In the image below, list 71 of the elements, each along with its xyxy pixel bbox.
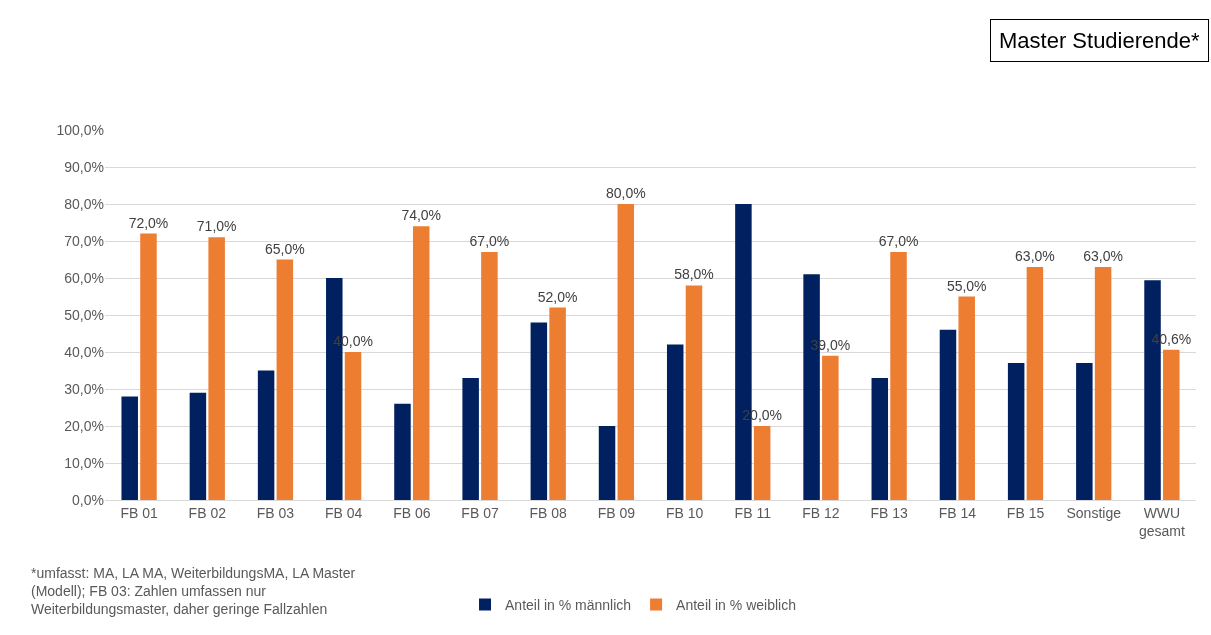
legend-label: Anteil in % weiblich: [676, 596, 796, 613]
bar: [1163, 349, 1180, 500]
y-tick-label: 70,0%: [64, 232, 104, 249]
bar: [412, 226, 430, 500]
bar: [685, 285, 703, 500]
y-tick-label: 0,0%: [72, 491, 104, 508]
y-tick-label: 80,0%: [64, 195, 104, 212]
bar: [939, 329, 957, 500]
x-tick-label: WWU gesamt: [1138, 504, 1185, 539]
data-label: 63,0%: [1083, 247, 1123, 264]
x-tick-label: FB 13: [870, 504, 909, 521]
chart-title: Master Studierende*: [999, 28, 1200, 53]
data-label: 55,0%: [946, 277, 987, 294]
data-label: 71,0%: [196, 218, 237, 235]
x-tick-label: FB 12: [802, 504, 840, 521]
y-tick-label: 60,0%: [64, 269, 104, 286]
bar: [1094, 266, 1112, 500]
data-label: 74,0%: [401, 207, 442, 224]
data-label: 58,0%: [674, 266, 714, 283]
bar: [822, 355, 839, 500]
bar: [394, 403, 411, 500]
data-label: 67,0%: [878, 233, 919, 250]
bar: [1007, 363, 1025, 500]
data-label: 67,0%: [469, 233, 510, 250]
x-tick-label: FB 11: [734, 504, 772, 521]
data-label: 65,0%: [264, 240, 305, 257]
bar: [666, 344, 684, 500]
bar: [462, 377, 479, 500]
x-tick-label: FB 07: [461, 504, 499, 521]
bar: [481, 252, 498, 500]
bar: [1076, 363, 1093, 500]
bar: [276, 259, 294, 500]
bar: [1026, 266, 1044, 500]
y-tick-label: 100,0%: [56, 121, 104, 138]
bar: [549, 307, 566, 500]
text: *umfasst: MA, LA MA, WeiterbildungsMA, LA Master (Modell); FB 03: Zahlen umfassen nur Weiterbildungsmaster, daher geringe Fallzahlen: [31, 565, 356, 618]
x-tick-label: FB 03: [256, 504, 295, 521]
x-tick-label: FB 14: [938, 504, 977, 521]
x-tick-label: FB 10: [665, 504, 704, 521]
bar: [257, 370, 275, 500]
x-tick-label: Sonstige: [1066, 504, 1122, 521]
data-label: 72,0%: [128, 214, 169, 231]
y-tick-label: 10,0%: [64, 454, 104, 471]
data-label: 63,0%: [1015, 247, 1055, 264]
x-tick-label: FB 02: [188, 504, 227, 521]
y-tick-label: 40,0%: [64, 343, 104, 360]
x-tick-label: FB 09: [597, 504, 636, 521]
bar: [598, 426, 616, 500]
bar: [890, 252, 907, 500]
bar: [753, 426, 771, 500]
y-tick-label: 20,0%: [64, 417, 104, 434]
bar: [871, 377, 889, 500]
x-tick-label: FB 01: [120, 504, 158, 521]
data-label: 80,0%: [605, 185, 646, 201]
bar: [617, 204, 635, 500]
y-tick-label: 90,0%: [64, 158, 104, 175]
data-label: 52,0%: [537, 288, 578, 305]
bar: [958, 296, 975, 500]
x-tick-label: FB 15: [1006, 504, 1045, 521]
bar: [121, 396, 138, 500]
x-tick-label: FB 06: [393, 504, 431, 521]
bar: [140, 233, 157, 500]
bar: [208, 237, 225, 500]
bar: [189, 392, 207, 500]
legend-label: Anteil in % männlich: [505, 596, 632, 613]
y-tick-label: 50,0%: [64, 306, 104, 323]
x-tick-label: FB 04: [324, 504, 363, 521]
bar: [530, 322, 548, 500]
y-tick-label: 30,0%: [64, 380, 104, 397]
x-tick-label: FB 08: [529, 504, 568, 521]
bar: [344, 352, 362, 500]
